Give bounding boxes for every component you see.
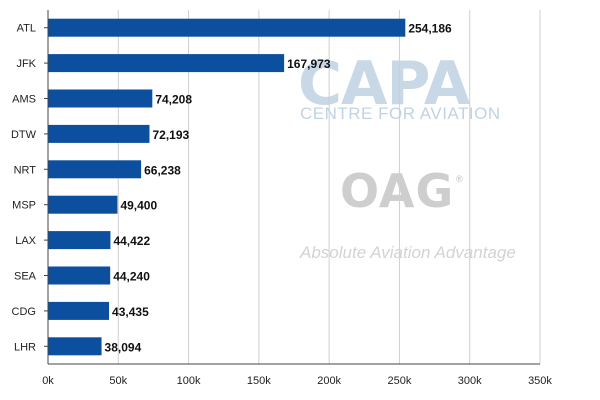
- category-label: MSP: [12, 200, 36, 212]
- value-label: 49,400: [120, 199, 157, 213]
- category-label: LHR: [14, 341, 36, 353]
- category-label: DTW: [11, 129, 37, 141]
- watermark-capa-subtitle: CENTRE FOR AVIATION: [300, 104, 501, 123]
- axes: [44, 10, 540, 365]
- value-label: 43,435: [112, 305, 149, 319]
- value-label: 254,186: [408, 22, 452, 36]
- labels: 0k 50k 100k 150k 200k 250k 300k 350k ATL 254,186 J…: [11, 22, 552, 387]
- category-label: NRT: [14, 164, 37, 176]
- bar-lhr: [48, 337, 102, 356]
- watermark-oag-subtitle: Absolute Aviation Advantage: [300, 243, 516, 262]
- bar-jfk: [48, 54, 285, 73]
- watermark-capa-logo: CAPA: [298, 49, 470, 119]
- x-tick-label: 150k: [247, 375, 271, 387]
- bar-msp: [48, 195, 118, 214]
- bar-cdg: [48, 301, 110, 320]
- bar-lax: [48, 231, 111, 250]
- bar-atl: [48, 18, 406, 37]
- value-label: 66,238: [144, 163, 181, 177]
- bar-nrt: [48, 160, 142, 179]
- category-label: SEA: [14, 271, 37, 283]
- bar-ams: [48, 89, 153, 108]
- category-label: AMS: [12, 94, 36, 106]
- x-tick-label: 50k: [109, 375, 127, 387]
- bar-dtw: [48, 124, 150, 143]
- value-label: 38,094: [105, 340, 142, 354]
- value-label: 44,422: [113, 234, 150, 248]
- value-label: 44,240: [113, 270, 150, 284]
- value-label: 74,208: [155, 93, 192, 107]
- category-label: LAX: [15, 235, 36, 247]
- watermark-oag-registered: ®: [456, 174, 463, 184]
- value-label: 72,193: [152, 128, 189, 142]
- category-label: JFK: [16, 58, 36, 70]
- x-tick-label: 100k: [177, 375, 201, 387]
- category-label: CDG: [12, 306, 36, 318]
- category-label: ATL: [17, 23, 36, 35]
- bar-sea: [48, 266, 111, 285]
- value-label: 167,973: [287, 57, 331, 71]
- x-tick-label: 300k: [458, 375, 482, 387]
- x-tick-label: 350k: [528, 375, 552, 387]
- x-tick-label: 200k: [317, 375, 341, 387]
- x-tick-label: 250k: [387, 375, 411, 387]
- x-tick-label: 0k: [42, 375, 54, 387]
- watermark-oag-logo: OAG: [340, 164, 455, 218]
- bars: [48, 18, 406, 356]
